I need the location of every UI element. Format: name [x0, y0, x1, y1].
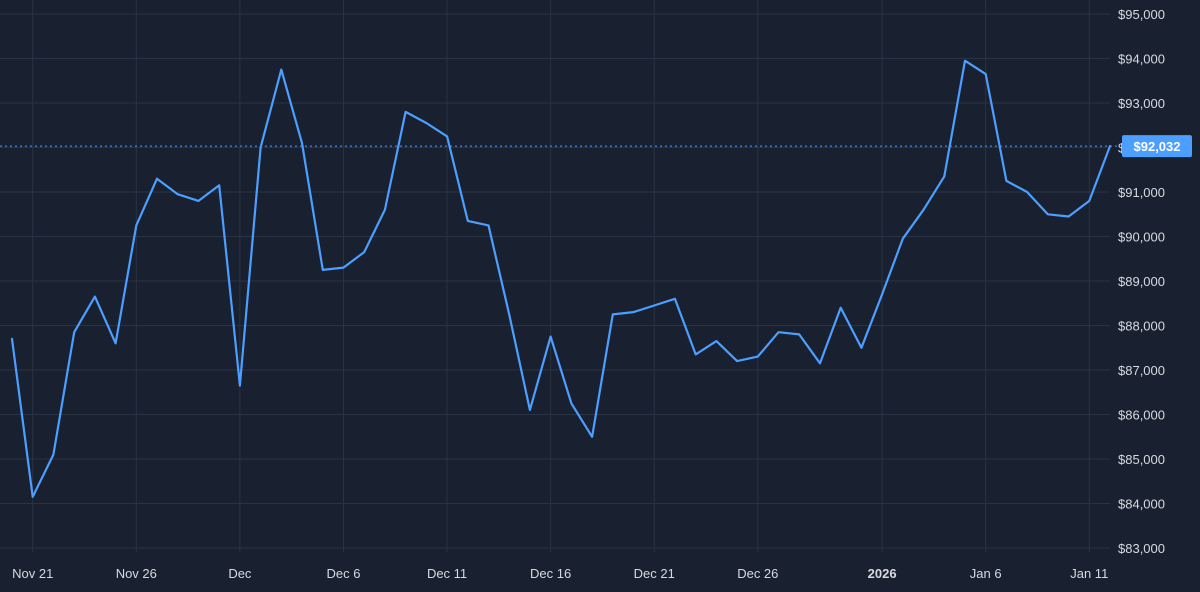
y-tick-label: $93,000	[1118, 96, 1165, 111]
x-tick-label: Dec 11	[427, 566, 467, 581]
y-tick-label: $95,000	[1118, 7, 1165, 22]
series-line	[10, 59, 1112, 498]
y-tick-label: $85,000	[1118, 452, 1165, 467]
x-axis-labels: Nov 21 Nov 26 Dec Dec 6 Dec 11 Dec 16 Dec 21 De…	[12, 566, 1108, 581]
x-tick-label: Jan 6	[970, 566, 1002, 581]
x-tick-label: Nov 26	[116, 566, 157, 581]
y-tick-label: $90,000	[1118, 230, 1165, 245]
x-tick-label: Jan 11	[1070, 566, 1108, 581]
last-price-badge	[1122, 135, 1192, 158]
series-layer	[10, 59, 1112, 498]
x-tick-label: 2026	[868, 566, 897, 581]
x-tick-label: Dec 26	[737, 566, 778, 581]
y-tick-label: $88,000	[1118, 319, 1165, 334]
x-tick-label: Dec 21	[634, 566, 675, 581]
y-tick-label: $83,000	[1118, 541, 1165, 556]
y-tick-label: $87,000	[1118, 363, 1165, 378]
y-gridlines	[0, 13, 1110, 549]
y-tick-label: $94,000	[1118, 52, 1165, 67]
x-tick-label: Nov 21	[12, 566, 53, 581]
last-price-label: $92,032	[1134, 139, 1181, 154]
y-tick-label: $89,000	[1118, 274, 1165, 289]
x-tick-label: Dec 6	[326, 566, 360, 581]
y-tick-label: $86,000	[1118, 408, 1165, 423]
last-price-marker: $92,032	[0, 135, 1192, 158]
y-tick-label: $84,000	[1118, 497, 1165, 512]
y-axis-labels: $95,000$94,000$93,000$92,000$91,000$90,0…	[1118, 7, 1165, 556]
x-tick-label: Dec	[228, 566, 252, 581]
y-tick-label: $91,000	[1118, 185, 1165, 200]
x-tick-label: Dec 16	[530, 566, 571, 581]
x-gridlines	[32, 0, 1090, 552]
